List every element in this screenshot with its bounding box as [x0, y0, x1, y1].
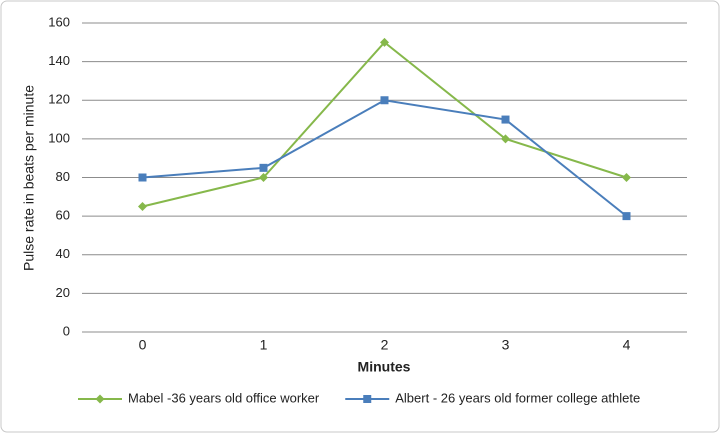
marker [380, 37, 389, 47]
y-tick-label: 40 [56, 246, 70, 261]
marker [501, 115, 510, 124]
marker [622, 173, 631, 182]
y-tick-label: 80 [56, 169, 70, 184]
marker [138, 173, 147, 182]
y-tick-label: 0 [63, 323, 70, 338]
marker [622, 212, 631, 221]
y-tick-label: 100 [48, 130, 70, 145]
legend-label: Albert - 26 years old former college ath… [395, 390, 640, 405]
marker [259, 163, 268, 172]
x-tick-label: 2 [381, 337, 389, 353]
marker [138, 201, 147, 211]
y-tick-label: 60 [56, 208, 70, 223]
y-tick-label: 140 [48, 53, 70, 68]
y-tick-label: 160 [48, 14, 70, 29]
marker [95, 394, 105, 404]
marker [363, 395, 372, 403]
marker [259, 173, 268, 182]
y-tick-label: 20 [56, 285, 70, 300]
y-tick-label: 120 [48, 92, 70, 107]
x-tick-label: 3 [502, 337, 510, 353]
legend-label: Mabel -36 years old office worker [128, 390, 320, 405]
x-tick-label: 4 [623, 337, 631, 353]
marker [501, 134, 510, 144]
x-axis-label: Minutes [358, 359, 411, 375]
x-tick-label: 0 [139, 337, 147, 353]
x-tick-label: 1 [260, 337, 268, 353]
marker [380, 96, 389, 105]
y-axis-label: Pulse rate in beats per minute [21, 85, 37, 271]
